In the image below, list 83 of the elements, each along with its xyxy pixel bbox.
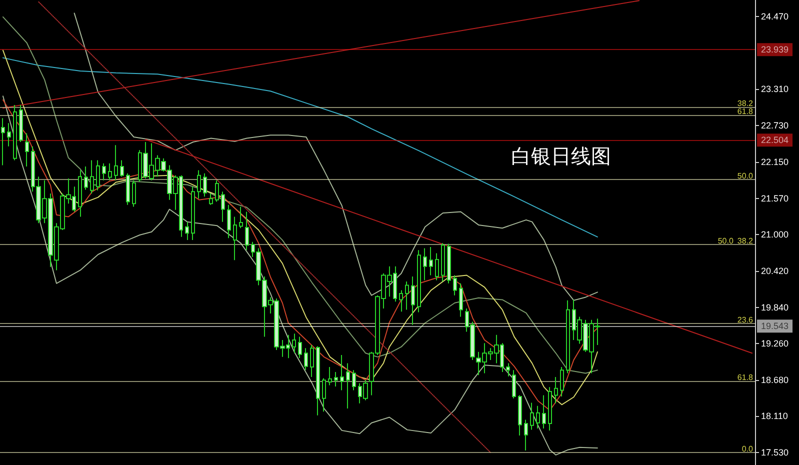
candlestick [328, 366, 332, 386]
candlestick [518, 394, 522, 436]
annotation: 0.0 [742, 444, 754, 454]
candlestick [191, 186, 195, 241]
candlestick [536, 405, 540, 430]
candlestick [203, 172, 207, 198]
candlestick [292, 333, 296, 354]
candlestick [126, 172, 130, 206]
candlestick [429, 246, 433, 276]
candlestick [1, 118, 5, 166]
annotation: 61.8 [737, 106, 754, 116]
candlestick [84, 166, 88, 190]
candlestick [185, 221, 189, 241]
candlestick [512, 370, 516, 399]
annotation: 38.2 [737, 98, 754, 108]
candlestick [340, 354, 344, 391]
candlestick [13, 104, 17, 161]
candlestick [506, 362, 510, 377]
candlestick [566, 300, 570, 374]
annotation: 38.2 [737, 236, 754, 246]
candlestick [25, 132, 29, 168]
annotation: 50.0 [718, 236, 734, 246]
annotation: 50.0 [737, 171, 754, 180]
candlestick [524, 419, 528, 452]
candlestick [554, 376, 558, 404]
candlestick [245, 211, 249, 251]
candlestick [239, 206, 243, 229]
y-tick-label: 21.570 [761, 194, 789, 204]
y-tick-label: 18.680 [761, 375, 789, 386]
y-tick-label: 24.470 [761, 11, 789, 22]
y-tick-label: 18.110 [761, 410, 788, 421]
candlestick [316, 346, 320, 416]
ref-line-label: 19.543 [761, 321, 789, 332]
candlestick [530, 402, 534, 430]
candlestick [221, 191, 225, 222]
candlestick [435, 252, 439, 281]
candlestick [90, 160, 94, 194]
annotation: 23.6 [737, 316, 754, 325]
candlestick [108, 162, 112, 181]
candlestick [209, 193, 213, 206]
candlestick [227, 204, 231, 239]
candlestick [346, 362, 350, 409]
candlestick [215, 180, 219, 202]
candlestick [447, 243, 451, 284]
candlestick [334, 372, 338, 387]
y-tick-label: 22.150 [761, 157, 789, 168]
candlestick [298, 336, 302, 359]
candlestick [96, 160, 100, 191]
y-tick-label: 19.260 [761, 338, 789, 349]
y-tick-label: 19.840 [761, 302, 789, 312]
candlestick [114, 144, 118, 181]
candlestick [197, 170, 201, 200]
candlestick [417, 250, 421, 313]
candlestick [19, 104, 23, 143]
y-tick-label: 23.310 [761, 84, 789, 94]
y-tick-label: 20.420 [761, 266, 789, 276]
candlestick [560, 366, 564, 398]
y-tick-label: 21.000 [761, 229, 789, 240]
candlestick [310, 344, 314, 378]
candlestick [423, 248, 427, 281]
candlestick [102, 162, 106, 181]
text: 白银日线图 [511, 144, 611, 168]
candlestick [120, 160, 124, 178]
ref-line-label: 23.939 [761, 44, 789, 55]
annotation: 61.8 [737, 373, 754, 382]
y-tick-label: 17.530 [761, 447, 789, 458]
y-tick-label: 22.730 [761, 120, 789, 131]
candlestick [7, 122, 11, 147]
candlestick [542, 394, 546, 430]
candlestick [78, 170, 82, 218]
candlestick [548, 386, 552, 431]
candlestick [233, 216, 237, 261]
candlestick [304, 348, 308, 371]
ref-line-label: 22.504 [761, 135, 789, 146]
candlestick [322, 378, 326, 412]
candlestick [352, 370, 356, 391]
candlestick [132, 180, 136, 208]
candlestick [411, 276, 415, 326]
candlestick [399, 290, 403, 312]
candlestick [459, 282, 463, 318]
candlestick [441, 242, 445, 282]
candlestick [453, 274, 457, 296]
candlestick [405, 281, 409, 310]
